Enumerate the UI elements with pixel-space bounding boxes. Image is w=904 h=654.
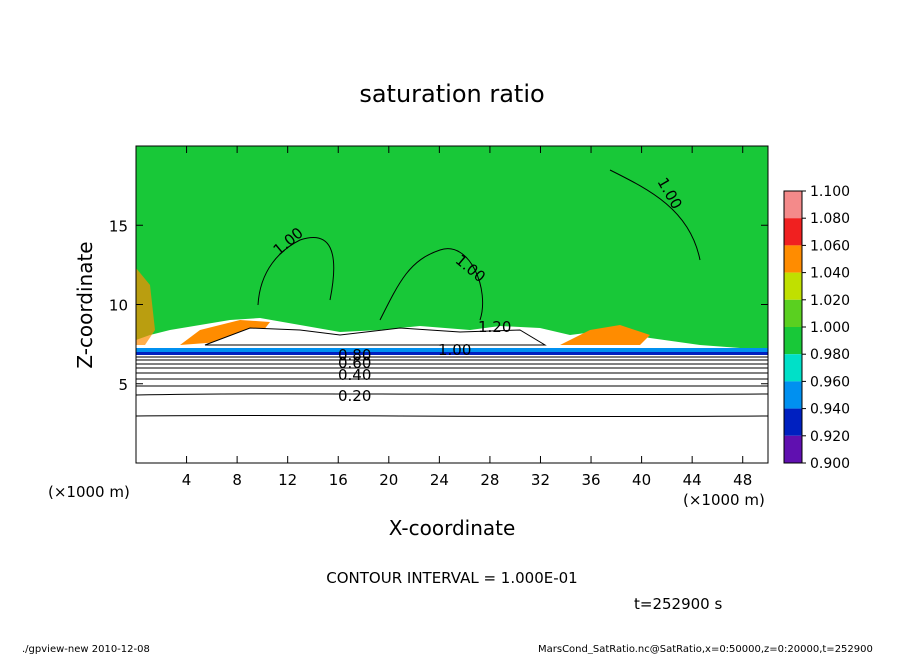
contour-label: 0.40 xyxy=(338,366,371,384)
y-axis-label: Z-coordinate xyxy=(73,241,97,368)
x-tick-label: 28 xyxy=(480,471,499,489)
x-tick-label: 36 xyxy=(581,471,600,489)
y-tick-label: 10 xyxy=(109,297,128,315)
x-tick-label: 48 xyxy=(733,471,752,489)
colorbar-label: 1.020 xyxy=(810,293,850,309)
contour-interval: CONTOUR INTERVAL = 1.000E-01 xyxy=(326,569,577,587)
chart-title: saturation ratio xyxy=(359,80,544,108)
colorbar-band xyxy=(784,408,802,436)
contour-label: 1.00 xyxy=(438,341,471,359)
colorbar-band xyxy=(784,327,802,355)
colorbar-label: 1.080 xyxy=(810,211,850,227)
x-tick-label: 40 xyxy=(632,471,651,489)
colorbar-label: 1.040 xyxy=(810,266,850,282)
y-tick-label: 15 xyxy=(109,217,128,235)
colorbar-label: 0.900 xyxy=(810,456,850,472)
x-tick-label: 20 xyxy=(379,471,398,489)
field-orange xyxy=(560,325,650,345)
contour-lines xyxy=(135,169,769,418)
colorbar-band xyxy=(784,381,802,409)
colorbar-band xyxy=(784,218,802,246)
colorbar-label: 1.100 xyxy=(810,184,850,200)
field-orange xyxy=(136,268,155,345)
time-label: t=252900 s xyxy=(634,595,722,613)
colorbar-label: 0.980 xyxy=(810,347,850,363)
contour-label: 1.20 xyxy=(478,318,511,336)
field: 1.00 1.00 1.00 1.20 1.00 0.80 0.60 0.40 … xyxy=(135,146,769,463)
colorbar-band xyxy=(784,191,802,219)
contour-label: 0.60 xyxy=(338,354,371,372)
y-unit: (×1000 m) xyxy=(48,483,130,501)
x-tick-label: 12 xyxy=(278,471,297,489)
colorbar-label: 0.940 xyxy=(810,402,850,418)
x-axis-label: X-coordinate xyxy=(389,516,516,540)
contour-label: 0.80 xyxy=(338,346,371,364)
field-orange xyxy=(180,320,270,345)
colorbar-label: 1.060 xyxy=(810,238,850,254)
field-darkblue xyxy=(136,352,768,355)
x-tick-label: 16 xyxy=(329,471,348,489)
colorbar-band xyxy=(784,272,802,300)
field-white xyxy=(204,327,547,346)
field-blue xyxy=(136,348,768,352)
colorbar-band xyxy=(784,299,802,327)
x-tick-label: 4 xyxy=(182,471,192,489)
colorbar-label: 0.960 xyxy=(810,374,850,390)
colorbar-label: 0.920 xyxy=(810,429,850,445)
x-tick-label: 24 xyxy=(430,471,449,489)
footer-right: MarsCond_SatRatio.nc@SatRatio,x=0:50000,… xyxy=(538,644,873,654)
x-tick-label: 44 xyxy=(683,471,702,489)
x-unit: (×1000 m) xyxy=(683,491,765,509)
colorbar-band xyxy=(784,354,802,382)
colorbar-label: 1.000 xyxy=(810,320,850,336)
y-tick-label: 5 xyxy=(118,376,128,394)
x-tick-label: 32 xyxy=(531,471,550,489)
colorbar-band xyxy=(784,435,802,463)
colorbar-band xyxy=(784,245,802,273)
x-tick-label: 8 xyxy=(232,471,242,489)
contour-label: 0.20 xyxy=(338,387,371,405)
field-green xyxy=(136,146,768,350)
footer-left: ./gpview-new 2010-12-08 xyxy=(22,644,150,654)
